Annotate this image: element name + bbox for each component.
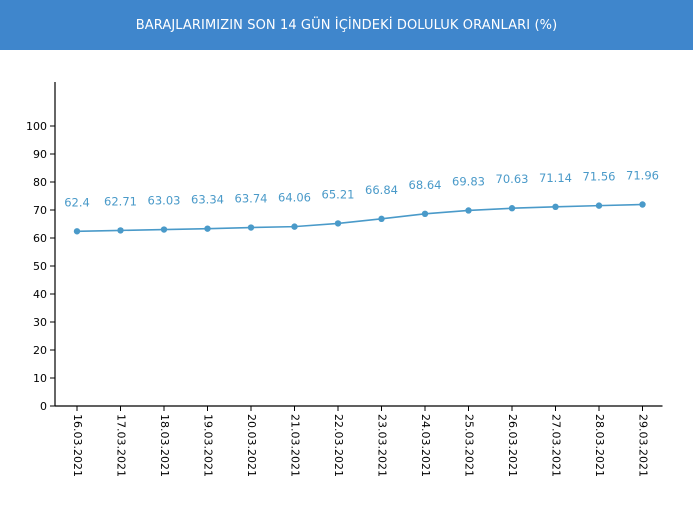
data-label: 62.4 xyxy=(64,195,90,209)
data-point xyxy=(378,215,385,223)
x-tick-label: 22.03.2021 xyxy=(332,414,345,477)
data-label: 66.84 xyxy=(365,183,398,197)
data-point xyxy=(508,205,516,212)
x-tick-label: 23.03.2021 xyxy=(376,414,389,477)
y-tick-label: 90 xyxy=(33,148,47,161)
data-point xyxy=(291,223,298,230)
y-tick-label: 30 xyxy=(33,316,47,329)
data-label: 71.14 xyxy=(539,171,572,185)
data-point xyxy=(117,227,124,234)
x-tick-label: 20.03.2021 xyxy=(245,414,258,477)
x-tick-label: 28.03.2021 xyxy=(593,414,606,477)
data-label: 70.63 xyxy=(496,172,529,186)
x-tick-label: 25.03.2021 xyxy=(463,414,476,477)
data-point xyxy=(73,228,81,235)
x-tick-label: 26.03.2021 xyxy=(506,414,519,477)
chart-title: BARAJLARIMIZIN SON 14 GÜN İÇİNDEKİ DOLUL… xyxy=(135,17,558,33)
data-label: 65.21 xyxy=(322,187,355,201)
x-tick-label: 27.03.2021 xyxy=(550,414,563,477)
x-tick-label: 17.03.2021 xyxy=(115,414,128,477)
data-label: 62.71 xyxy=(104,194,137,208)
data-point xyxy=(204,225,211,232)
x-tick-label: 19.03.2021 xyxy=(202,414,215,477)
data-point xyxy=(160,226,168,233)
y-tick-label: 10 xyxy=(33,372,47,385)
x-tick-label: 24.03.2021 xyxy=(419,414,432,477)
x-tick-label: 21.03.2021 xyxy=(289,414,302,477)
y-tick-label: 80 xyxy=(33,176,47,189)
y-tick-label: 60 xyxy=(33,232,47,245)
x-tick-label: 18.03.2021 xyxy=(158,414,171,477)
data-label: 63.03 xyxy=(148,194,181,208)
data-point xyxy=(639,201,646,208)
y-tick-label: 20 xyxy=(33,344,47,357)
y-tick-label: 40 xyxy=(33,288,47,301)
y-tick-label: 50 xyxy=(33,260,47,273)
data-label: 69.83 xyxy=(452,174,485,188)
data-point xyxy=(465,207,472,214)
y-tick-label: 100 xyxy=(26,120,47,133)
data-point xyxy=(247,224,255,231)
chart-header: BARAJLARIMIZIN SON 14 GÜN İÇİNDEKİ DOLUL… xyxy=(0,0,693,50)
x-tick-label: 16.03.2021 xyxy=(71,414,84,477)
x-tick-label: 29.03.2021 xyxy=(637,414,650,477)
data-label: 71.96 xyxy=(626,169,659,183)
data-label: 68.64 xyxy=(409,178,442,192)
data-label: 71.56 xyxy=(583,170,616,184)
data-point xyxy=(421,210,429,218)
data-point xyxy=(334,220,342,227)
y-tick-label: 0 xyxy=(40,400,47,413)
series-line xyxy=(76,203,643,233)
data-label: 64.06 xyxy=(278,191,311,205)
y-tick-label: 70 xyxy=(33,204,47,217)
data-label: 63.74 xyxy=(235,192,268,206)
data-point xyxy=(552,203,559,211)
data-label: 63.34 xyxy=(191,193,224,207)
data-point xyxy=(595,202,603,209)
